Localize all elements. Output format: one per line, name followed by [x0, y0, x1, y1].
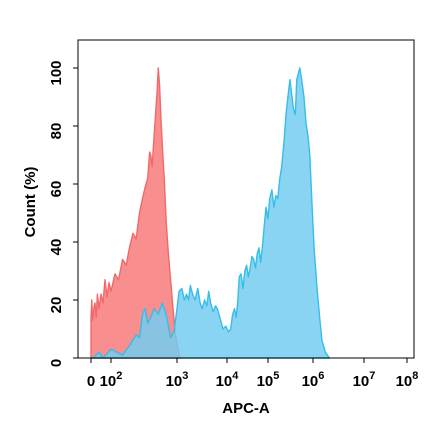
- x-tick-label-100000: 105: [257, 370, 280, 390]
- y-tick-label-0: 0: [48, 359, 65, 367]
- y-tick-label-80: 80: [48, 123, 65, 140]
- y-tick-label-100: 100: [48, 60, 65, 85]
- x-tick-label-1000000: 106: [302, 370, 325, 390]
- x-tick-label-0: 0: [87, 373, 95, 390]
- x-tick-label-1000: 103: [166, 370, 189, 390]
- x-axis-label: APC-A: [222, 400, 270, 417]
- histogram-series-red: [90, 67, 181, 359]
- y-axis-label: Count (%): [22, 167, 39, 238]
- x-tick-label-100000000: 108: [396, 370, 419, 390]
- histogram-series-blue: [90, 67, 331, 359]
- x-tick-label-10000: 104: [216, 370, 240, 390]
- x-tick-label-100: 102: [100, 370, 123, 390]
- histogram-series: [90, 67, 331, 359]
- x-tick-label-10000000: 107: [353, 370, 376, 390]
- y-tick-label-20: 20: [48, 297, 65, 314]
- axes: 0 20 40 60 80 100 0 102 103 104 105 106 107 108: [48, 40, 418, 390]
- y-tick-label-60: 60: [48, 181, 65, 198]
- y-tick-label-40: 40: [48, 239, 65, 256]
